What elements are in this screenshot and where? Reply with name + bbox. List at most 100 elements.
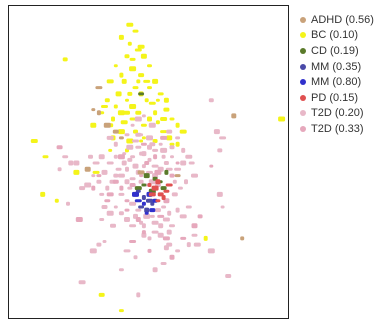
scatter-point: [164, 169, 169, 175]
scatter-point: [158, 142, 163, 146]
scatter-point: [130, 155, 136, 159]
scatter-point: [57, 167, 62, 172]
scatter-point: [113, 64, 118, 68]
scatter-point: [129, 104, 137, 109]
scatter-point: [113, 154, 118, 159]
legend-item: CD (0.19): [300, 43, 374, 59]
scatter-point: [278, 116, 286, 122]
scatter-point: [153, 154, 158, 160]
scatter-point: [203, 235, 208, 241]
scatter-point: [141, 183, 147, 187]
scatter-point: [102, 240, 107, 243]
scatter-point: [101, 205, 108, 209]
scatter-point: [127, 186, 133, 190]
scatter-point: [138, 92, 145, 96]
scatter-point: [132, 163, 139, 169]
scatter-point: [130, 123, 135, 127]
scatter-point: [123, 249, 131, 253]
scatter-point: [129, 117, 136, 121]
scatter-point: [144, 161, 150, 165]
scatter-point: [113, 205, 118, 209]
scatter-point: [105, 185, 110, 191]
legend-item: MM (0.35): [300, 59, 374, 75]
scatter-point: [111, 116, 115, 122]
scatter-point: [157, 92, 164, 96]
scatter-point: [151, 185, 159, 191]
scatter-point: [169, 142, 175, 146]
scatter-point: [169, 145, 175, 150]
scatter-point: [155, 179, 161, 185]
scatter-point: [106, 192, 114, 197]
scatter-point: [146, 135, 153, 141]
scatter-point: [134, 186, 142, 191]
scatter-plot: [30, 22, 286, 313]
scatter-point: [147, 64, 152, 68]
scatter-point: [175, 136, 181, 140]
scatter-point: [118, 268, 124, 272]
legend-label: ADHD (0.56): [311, 13, 374, 26]
scatter-point: [91, 185, 96, 191]
scatter-point: [40, 191, 46, 197]
scatter-point: [143, 213, 151, 219]
scatter-point: [125, 166, 129, 172]
scatter-point: [147, 183, 152, 187]
scatter-point: [129, 240, 137, 243]
scatter-point: [140, 123, 147, 127]
scatter-point: [133, 129, 138, 134]
scatter-point: [124, 133, 130, 137]
scatter-point: [73, 160, 80, 166]
scatter-point: [149, 208, 156, 213]
legend-label: T2D (0.20): [311, 107, 364, 120]
scatter-point: [139, 151, 144, 156]
scatter-point: [134, 199, 142, 203]
scatter-point: [127, 41, 132, 46]
scatter-point: [139, 133, 144, 137]
scatter-point: [115, 167, 122, 171]
scatter-point: [151, 230, 159, 234]
scatter-point: [138, 205, 145, 209]
scatter-point: [113, 104, 118, 109]
scatter-point: [163, 97, 169, 103]
scatter-point: [191, 173, 198, 178]
scatter-point: [132, 139, 139, 143]
scatter-point: [54, 198, 59, 203]
scatter-point: [175, 249, 181, 253]
scatter-point: [124, 217, 130, 222]
legend-swatch: [300, 79, 306, 86]
scatter-point: [150, 201, 155, 206]
scatter-point: [175, 122, 180, 128]
scatter-point: [134, 116, 142, 122]
scatter-point: [112, 179, 119, 184]
scatter-point: [117, 129, 125, 135]
scatter-point: [163, 189, 170, 193]
scatter-point: [240, 236, 245, 241]
scatter-point: [163, 245, 169, 251]
scatter-point: [132, 29, 139, 33]
scatter-point: [137, 44, 145, 49]
scatter-point: [132, 86, 139, 90]
scatter-point: [112, 129, 119, 134]
scatter-point: [162, 217, 170, 222]
scatter-point: [217, 148, 223, 153]
scatter-point: [129, 177, 136, 181]
scatter-point: [193, 242, 201, 247]
legend-item: T2D (0.33): [300, 121, 374, 137]
scatter-point: [118, 309, 124, 313]
scatter-point: [175, 161, 180, 165]
scatter-point: [160, 147, 168, 153]
plot-area: [8, 5, 289, 319]
scatter-point: [181, 147, 186, 153]
scatter-point: [96, 110, 101, 116]
scatter-point: [155, 199, 161, 203]
scatter-point: [216, 191, 223, 197]
scatter-point: [220, 205, 225, 209]
scatter-point: [126, 144, 134, 150]
scatter-point: [147, 157, 152, 162]
scatter-point: [129, 201, 137, 206]
scatter-point: [219, 136, 227, 140]
scatter-point: [119, 185, 124, 191]
scatter-point: [99, 218, 105, 221]
scatter-point: [42, 155, 49, 159]
scatter-point: [162, 236, 170, 241]
scatter-point: [118, 136, 124, 140]
